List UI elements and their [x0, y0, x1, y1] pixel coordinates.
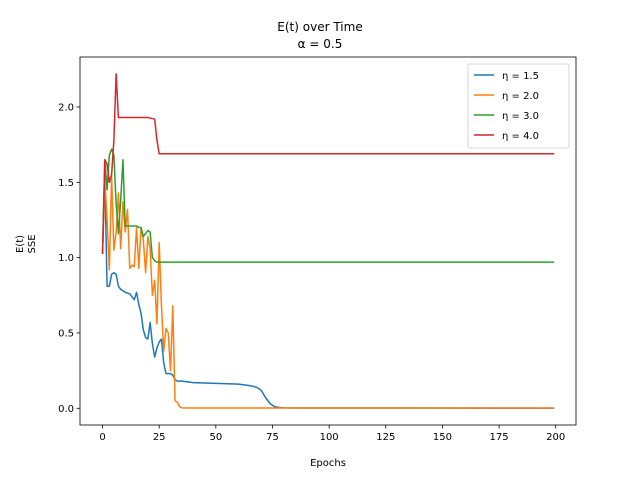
- plot-lines: [101, 73, 555, 409]
- series-line-1: [101, 174, 555, 409]
- y-tick-label: 0.0: [58, 404, 74, 415]
- series-line-3: [101, 148, 555, 263]
- x-tick-label: 75: [266, 432, 279, 443]
- legend: η = 1.5 η = 2.0 η = 3.0 η = 4.0: [467, 63, 570, 149]
- x-axis: 0 25 50 75 100 125 150 175 200: [99, 425, 565, 443]
- plot-frame: [79, 56, 577, 426]
- x-tick-label: 125: [376, 432, 395, 443]
- chart-subtitle: α = 0.5: [298, 37, 343, 51]
- x-tick-label: 200: [546, 432, 565, 443]
- x-tick-label: 0: [99, 432, 105, 443]
- x-tick-label: 50: [209, 432, 222, 443]
- legend-label-4: η = 4.0: [502, 131, 539, 142]
- y-tick-label: 1.0: [58, 253, 74, 264]
- chart-title: E(t) over Time: [277, 20, 362, 34]
- legend-label-2: η = 2.0: [502, 91, 539, 102]
- y-axis: 0.0 0.5 1.0 1.5 2.0: [58, 103, 80, 415]
- y-tick-label: 1.5: [58, 178, 74, 189]
- x-tick-label: 100: [320, 432, 339, 443]
- x-tick-label: 25: [153, 432, 166, 443]
- y-axis-label-line2: SSE: [27, 234, 38, 253]
- legend-label-1: η = 1.5: [502, 71, 539, 82]
- legend-box: [467, 63, 570, 149]
- series-line-4: [101, 73, 555, 254]
- legend-label-3: η = 3.0: [502, 111, 539, 122]
- series-line-2: [101, 175, 555, 409]
- x-tick-label: 150: [433, 432, 452, 443]
- x-axis-label: Epochs: [310, 458, 346, 469]
- x-tick-label: 175: [490, 432, 509, 443]
- y-tick-label: 0.5: [58, 329, 74, 340]
- y-axis-label-line1: E(t): [15, 235, 26, 253]
- y-tick-label: 2.0: [58, 103, 74, 114]
